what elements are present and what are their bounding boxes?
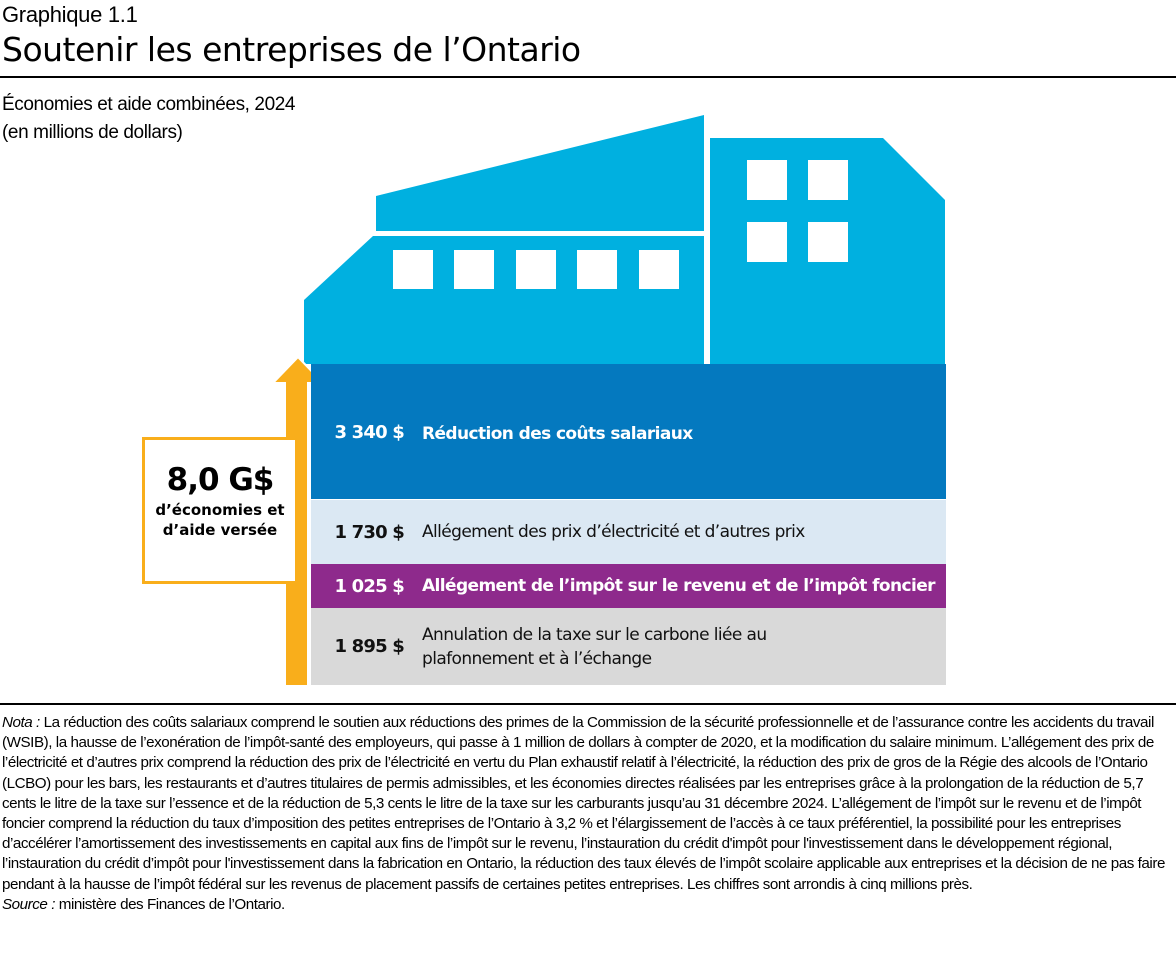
band-label: Allégement des prix d’électricité et d’a… [422,522,805,542]
chart-units: (en millions de dollars) [2,122,183,143]
notes-divider [0,703,1176,705]
band-value: 1 730 $ [334,521,404,543]
title-divider [0,76,1176,78]
band-salary-costs: 3 340 $ Réduction des coûts salariaux [311,364,946,499]
building-roof-block [376,115,704,231]
source-label: Source : [2,895,55,913]
total-callout: 8,0 G$ d’économies et d’aide versée [142,437,298,584]
nota-text: La réduction des coûts salariaux compren… [2,714,1165,893]
source-text: ministère des Finances de l’Ontario. [54,895,286,913]
figure-label: Graphique 1.1 [2,2,138,27]
footnotes: Nota : La réduction des coûts salariaux … [2,713,1174,915]
band-label: Allégement de l’impôt sur le revenu et d… [422,576,936,596]
nota-label: Nota : [2,714,40,731]
building-illustration [273,115,945,686]
band-value: 3 340 $ [334,422,404,443]
total-value: 8,0 G$ [166,462,275,498]
window-row-left [393,250,679,289]
band-label: Annulation de la taxe sur le carbone lié… [422,624,767,669]
chart-subtitle: Économies et aide combinées, 2024 [2,94,296,115]
chart-title: Soutenir les entreprises de l’Ontario [2,30,581,69]
band-carbon-tax: 1 895 $ Annulation de la taxe sur le car… [311,608,946,685]
window-grid-tower [747,160,848,262]
band-value: 1 025 $ [334,575,404,597]
band-value: 1 895 $ [334,636,404,657]
total-caption: d’économies et d’aide versée [155,501,285,539]
band-electricity-prices: 1 730 $ Allégement des prix d’électricit… [311,500,946,564]
band-income-property-tax: 1 025 $ Allégement de l’impôt sur le rev… [311,564,946,608]
band-label: Réduction des coûts salariaux [422,424,693,444]
